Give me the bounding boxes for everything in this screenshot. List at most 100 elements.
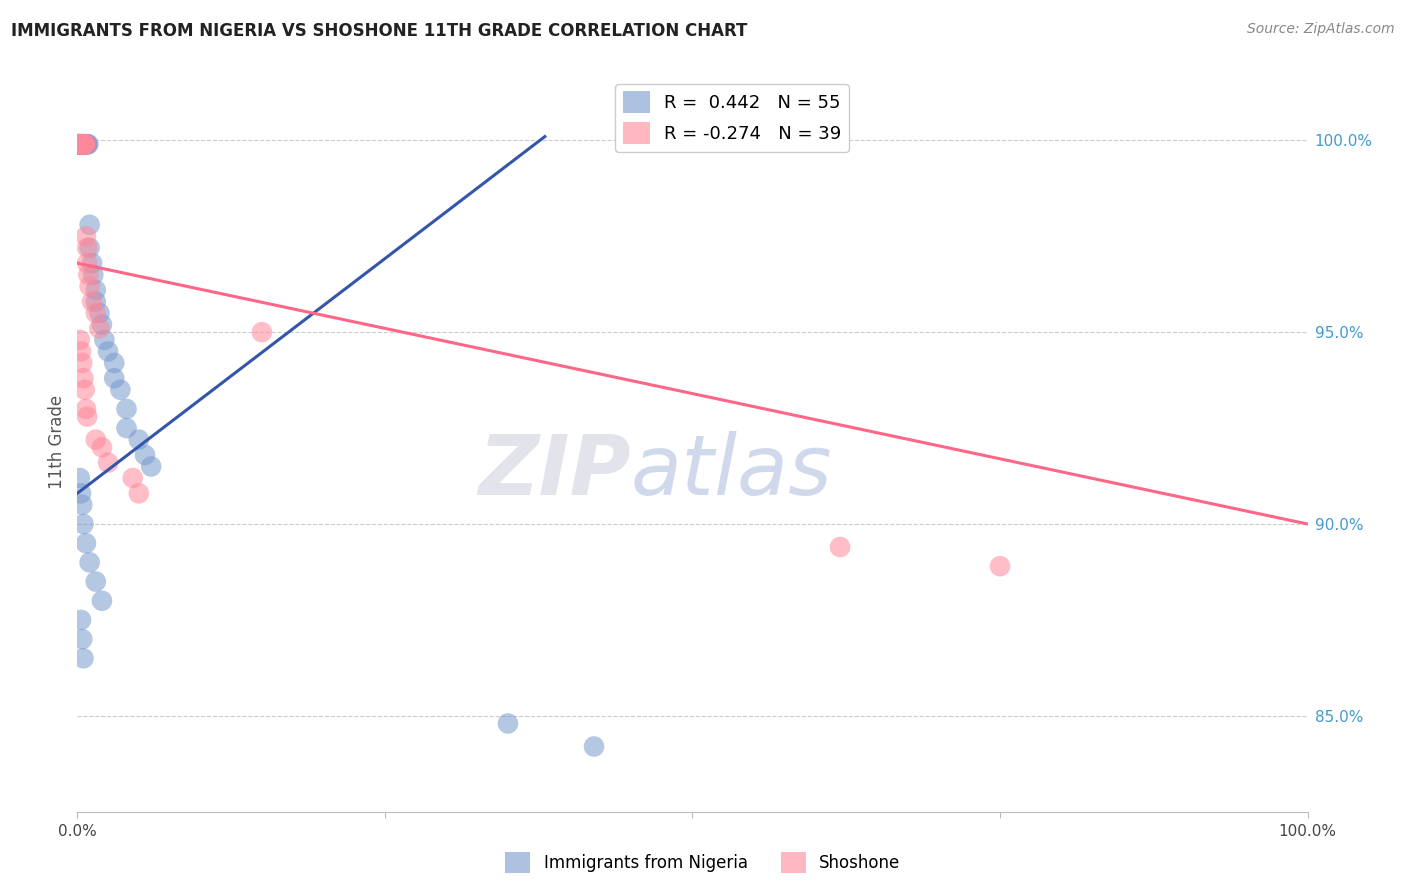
Text: Source: ZipAtlas.com: Source: ZipAtlas.com <box>1247 22 1395 37</box>
Point <box>79 241 101 255</box>
Point <box>73 137 96 152</box>
Point <box>70 137 93 152</box>
Point <box>69 137 91 152</box>
Point <box>84 283 107 297</box>
Point <box>250 325 273 339</box>
Y-axis label: 11th Grade: 11th Grade <box>48 394 66 489</box>
Point <box>70 137 93 152</box>
Point <box>69 137 91 152</box>
Point <box>70 137 93 152</box>
Point <box>82 256 104 270</box>
Point <box>82 268 104 282</box>
Point <box>76 409 98 424</box>
Point <box>84 294 107 309</box>
Point <box>97 456 120 470</box>
Point <box>69 333 91 347</box>
Text: atlas: atlas <box>631 431 832 512</box>
Text: IMMIGRANTS FROM NIGERIA VS SHOSHONE 11TH GRADE CORRELATION CHART: IMMIGRANTS FROM NIGERIA VS SHOSHONE 11TH… <box>11 22 748 40</box>
Point <box>73 137 96 152</box>
Point <box>72 137 94 152</box>
Point <box>90 440 114 454</box>
Point <box>70 613 93 627</box>
Point <box>82 294 104 309</box>
Point <box>115 401 138 416</box>
Point <box>73 137 96 152</box>
Point <box>134 448 156 462</box>
Legend: Immigrants from Nigeria, Shoshone: Immigrants from Nigeria, Shoshone <box>499 846 907 880</box>
Point <box>72 651 94 665</box>
Point <box>70 137 93 152</box>
Point <box>79 555 101 569</box>
Point <box>69 137 91 152</box>
Point <box>93 333 115 347</box>
Point <box>72 371 94 385</box>
Point <box>73 137 96 152</box>
Point <box>69 137 91 152</box>
Point <box>76 256 98 270</box>
Point <box>67 137 90 152</box>
Point <box>70 632 93 646</box>
Point <box>67 137 90 152</box>
Point <box>67 137 90 152</box>
Point <box>70 486 93 500</box>
Point <box>77 137 100 152</box>
Point <box>70 137 93 152</box>
Point <box>79 218 101 232</box>
Point <box>830 540 852 554</box>
Point <box>70 344 93 359</box>
Point <box>75 536 97 550</box>
Point <box>70 137 93 152</box>
Point <box>110 383 132 397</box>
Point <box>115 421 138 435</box>
Point <box>69 137 91 152</box>
Point <box>988 559 1011 574</box>
Point <box>583 739 606 754</box>
Point <box>67 137 90 152</box>
Point <box>75 137 97 152</box>
Point <box>73 383 96 397</box>
Point <box>70 137 93 152</box>
Point <box>75 401 97 416</box>
Point <box>70 137 93 152</box>
Point <box>72 137 94 152</box>
Point <box>76 137 98 152</box>
Point <box>69 471 91 485</box>
Point <box>70 498 93 512</box>
Point <box>67 137 90 152</box>
Point <box>70 137 93 152</box>
Point <box>67 137 90 152</box>
Point <box>97 344 120 359</box>
Point <box>72 516 94 531</box>
Point <box>75 137 97 152</box>
Point <box>72 137 94 152</box>
Legend: R =  0.442   N = 55, R = -0.274   N = 39: R = 0.442 N = 55, R = -0.274 N = 39 <box>616 84 849 152</box>
Point <box>70 137 93 152</box>
Point <box>70 137 93 152</box>
Point <box>72 137 94 152</box>
Point <box>75 137 97 152</box>
Point <box>89 306 111 320</box>
Point <box>70 137 93 152</box>
Point <box>84 433 107 447</box>
Point <box>79 279 101 293</box>
Point <box>70 356 93 370</box>
Point <box>121 471 143 485</box>
Point <box>84 306 107 320</box>
Point <box>128 486 150 500</box>
Point <box>90 318 114 332</box>
Point <box>496 716 519 731</box>
Point <box>84 574 107 589</box>
Point <box>77 268 100 282</box>
Point <box>76 137 98 152</box>
Point <box>75 229 97 244</box>
Point <box>141 459 163 474</box>
Point <box>89 321 111 335</box>
Text: ZIP: ZIP <box>478 431 631 512</box>
Point <box>69 137 91 152</box>
Point <box>76 241 98 255</box>
Point <box>103 356 125 370</box>
Point <box>128 433 150 447</box>
Point <box>69 137 91 152</box>
Point <box>90 593 114 607</box>
Point <box>103 371 125 385</box>
